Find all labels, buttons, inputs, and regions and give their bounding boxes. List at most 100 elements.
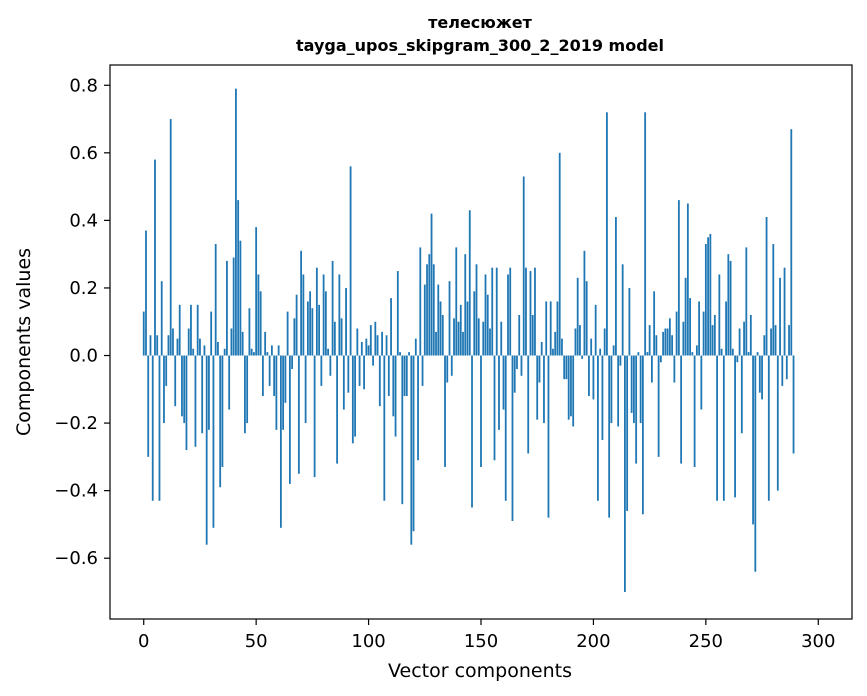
- x-tick-label: 200: [576, 631, 610, 652]
- bar-196: [583, 250, 586, 356]
- bar-98: [363, 355, 365, 390]
- bar-76: [313, 355, 316, 478]
- bar-270: [749, 314, 752, 356]
- bar-65: [288, 355, 291, 484]
- bar-131: [437, 284, 440, 356]
- bar-38: [228, 355, 231, 410]
- bar-57: [270, 345, 273, 356]
- bar-250: [704, 244, 707, 356]
- bar-147: [473, 291, 476, 356]
- bar-186: [561, 338, 563, 356]
- bar-254: [713, 314, 716, 356]
- x-axis-label: Vector components: [388, 660, 572, 682]
- bar-119: [410, 355, 413, 545]
- bar-247: [698, 301, 700, 356]
- bar-224: [646, 352, 649, 356]
- bar-124: [421, 355, 424, 386]
- bar-111: [392, 355, 395, 417]
- bar-237: [675, 311, 678, 356]
- bar-210: [615, 217, 617, 356]
- bar-244: [691, 352, 694, 356]
- bar-167: [518, 314, 521, 356]
- bar-273: [756, 352, 759, 356]
- chart-title-line2: tayga_upos_skipgram_300_2_2019 model: [296, 36, 664, 55]
- bar-264: [736, 355, 739, 363]
- bar-2: [147, 355, 150, 457]
- bar-67: [293, 318, 296, 356]
- bar-281: [774, 325, 777, 356]
- bar-28: [205, 355, 208, 545]
- bar-146: [471, 355, 473, 508]
- bar-41: [235, 88, 237, 356]
- bar-34: [219, 355, 222, 488]
- bar-205: [603, 328, 606, 356]
- bar-180: [547, 355, 550, 518]
- bar-80: [322, 274, 325, 356]
- bar-107: [383, 355, 386, 501]
- bar-252: [709, 233, 712, 356]
- bar-130: [435, 331, 437, 356]
- bar-262: [731, 348, 734, 356]
- bar-99: [365, 338, 368, 356]
- bar-214: [624, 355, 626, 592]
- bar-157: [495, 267, 498, 356]
- bar-278: [767, 355, 770, 501]
- bar-63: [284, 355, 287, 403]
- y-axis-label: Components values: [13, 248, 35, 436]
- bar-232: [664, 328, 667, 356]
- bar-208: [610, 355, 613, 424]
- bar-6: [156, 335, 159, 356]
- bar-166: [516, 355, 518, 370]
- bar-73: [306, 301, 309, 356]
- bar-24: [196, 304, 199, 356]
- bar-140: [457, 321, 460, 356]
- bar-102: [372, 355, 374, 366]
- bar-114: [399, 352, 401, 356]
- bar-101: [369, 325, 372, 356]
- bar-255: [716, 355, 718, 501]
- bar-17: [181, 355, 183, 417]
- bar-256: [718, 274, 721, 356]
- bar-120: [412, 355, 415, 532]
- bar-78: [318, 304, 321, 356]
- bar-87: [338, 274, 341, 356]
- bar-134: [444, 355, 446, 467]
- bar-100: [367, 345, 370, 356]
- bar-47: [248, 308, 251, 356]
- bar-272: [754, 355, 757, 572]
- bar-225: [648, 325, 651, 356]
- bar-9: [163, 355, 165, 424]
- bar-160: [502, 355, 505, 410]
- bar-171: [527, 355, 530, 454]
- bar-288: [790, 129, 793, 356]
- bar-282: [776, 355, 779, 491]
- bar-251: [707, 237, 709, 356]
- bar-231: [662, 331, 665, 356]
- x-tick-label: 50: [245, 631, 268, 652]
- bar-202: [597, 355, 599, 501]
- bar-230: [659, 355, 662, 363]
- bar-220: [637, 352, 640, 356]
- bar-206: [606, 112, 608, 356]
- bar-126: [426, 264, 428, 356]
- bar-161: [504, 355, 507, 501]
- bar-287: [788, 325, 790, 356]
- bar-55: [266, 352, 269, 356]
- bar-218: [633, 355, 635, 424]
- bar-249: [702, 311, 705, 356]
- bar-199: [590, 338, 593, 356]
- bar-29: [208, 355, 210, 430]
- bar-152: [484, 274, 487, 356]
- bar-48: [250, 348, 253, 356]
- bar-174: [534, 267, 536, 356]
- bar-31: [212, 355, 215, 528]
- bar-116: [403, 355, 406, 397]
- bar-191: [572, 355, 575, 427]
- x-tick-label: 100: [351, 631, 385, 652]
- bar-261: [729, 260, 732, 356]
- y-axis: −0.6 −0.4 −0.2 0.0 0.2 0.4 0.6 0.8: [54, 75, 110, 569]
- bar-3: [149, 335, 152, 356]
- bar-183: [554, 331, 557, 356]
- bar-215: [626, 355, 629, 511]
